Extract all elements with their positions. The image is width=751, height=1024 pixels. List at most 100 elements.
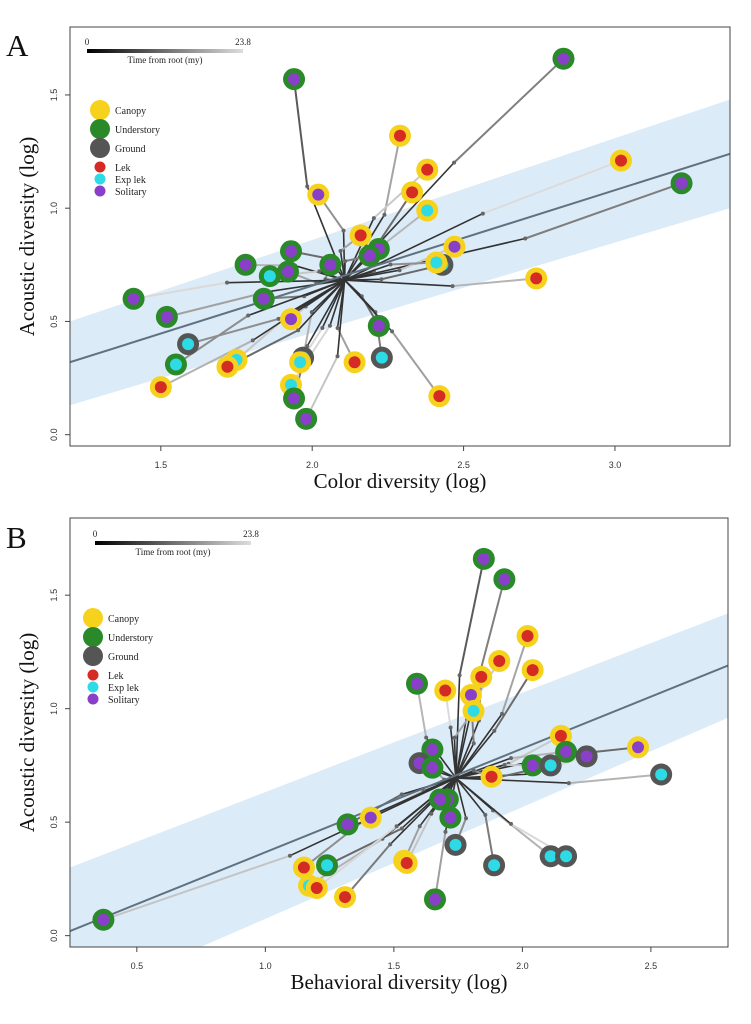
data-point-inner — [257, 292, 270, 305]
legend-marker-mating — [94, 161, 106, 173]
branch — [479, 579, 506, 673]
data-point-inner — [557, 52, 570, 65]
legend-label-stratum: Understory — [108, 633, 153, 644]
branch — [455, 720, 480, 779]
data-point-inner — [263, 270, 276, 283]
node — [287, 853, 292, 858]
data-point-inner — [580, 750, 593, 763]
data-point-inner — [526, 664, 539, 677]
data-point-inner — [182, 338, 195, 351]
branch — [455, 742, 475, 779]
data-point-inner — [530, 272, 543, 285]
branch — [166, 290, 269, 318]
node — [320, 325, 325, 330]
branch — [160, 339, 254, 389]
data-point-inner — [433, 390, 446, 403]
legend-marker-mating — [87, 681, 99, 693]
scale-min-label: 0 — [85, 37, 90, 47]
node — [452, 160, 457, 165]
branch — [326, 827, 403, 867]
time-scale-bar — [87, 49, 243, 53]
y-tick-label: 0.5 — [49, 816, 59, 829]
x-axis-title: Color diversity (log) — [314, 469, 487, 493]
data-point-inner — [363, 249, 376, 262]
data-point-inner — [675, 177, 688, 190]
legend-label-stratum: Understory — [115, 125, 160, 136]
branch — [492, 809, 552, 857]
confidence-band — [70, 613, 728, 947]
legend-label-mating: Exp lek — [108, 683, 139, 694]
node — [471, 741, 476, 746]
node — [483, 812, 488, 817]
legend-label-stratum: Canopy — [108, 614, 139, 625]
scale-max-label: 23.8 — [235, 37, 251, 47]
y-tick-label: 1.0 — [49, 202, 59, 215]
y-tick-label: 0.5 — [49, 315, 59, 328]
legend-marker-stratum — [90, 100, 110, 120]
node — [566, 781, 571, 786]
data-point-inner — [324, 258, 337, 271]
data-point-inner — [544, 850, 557, 863]
branch — [267, 279, 345, 293]
branch — [433, 831, 447, 900]
y-tick-label: 0.0 — [49, 929, 59, 942]
x-tick-label: 2.5 — [645, 961, 658, 971]
branch — [455, 675, 461, 779]
x-tick-label: 2.0 — [516, 961, 529, 971]
regression-line — [70, 152, 730, 364]
branch — [455, 769, 475, 779]
node — [397, 268, 402, 273]
branch — [252, 279, 346, 342]
time-scale-bar — [95, 541, 251, 545]
legend-marker-stratum — [83, 646, 103, 666]
data-point-inner — [434, 793, 447, 806]
y-tick-label: 1.5 — [49, 589, 59, 602]
scale-caption: Time from root (my) — [128, 55, 203, 65]
legend-label-mating: Lek — [108, 671, 124, 682]
data-point-inner — [127, 292, 140, 305]
branch — [344, 263, 391, 281]
data-point-inner — [97, 913, 110, 926]
panel-a: 1.5 2.0 2.5 3.0 0.0 0.5 1.0 1.5 Color diversity … — [6, 26, 731, 493]
branch — [458, 558, 485, 676]
legend-marker-mating — [94, 173, 106, 185]
data-point-inner — [288, 392, 301, 405]
confidence-band — [70, 99, 730, 406]
x-tick-label: 2.0 — [306, 460, 319, 470]
node — [417, 824, 422, 829]
legend-label-stratum: Canopy — [115, 106, 146, 117]
node — [399, 826, 404, 831]
data-point-inner — [444, 811, 457, 824]
node — [394, 824, 399, 829]
node — [399, 792, 404, 797]
data-point-inner — [485, 770, 498, 783]
y-tick-label: 0.0 — [49, 428, 59, 441]
node — [276, 316, 281, 321]
node — [450, 284, 455, 289]
node — [448, 725, 453, 730]
node — [452, 735, 457, 740]
data-point-inner — [421, 204, 434, 217]
branch — [293, 78, 309, 187]
node — [523, 236, 528, 241]
data-point-inner — [554, 729, 567, 742]
x-tick-label: 1.5 — [155, 460, 168, 470]
data-point-inner — [354, 229, 367, 242]
data-point-inner — [339, 891, 352, 904]
scale-caption: Time from root (my) — [136, 547, 211, 557]
data-point-inner — [239, 258, 252, 271]
node — [388, 262, 393, 267]
node — [500, 711, 505, 716]
data-point-inner — [475, 670, 488, 683]
data-point-inner — [285, 245, 298, 258]
data-point-inner — [632, 741, 645, 754]
branch — [344, 279, 453, 287]
panel-letter: B — [6, 520, 27, 555]
node — [480, 211, 485, 216]
data-point-inner — [526, 759, 539, 772]
data-point-inner — [655, 768, 668, 781]
legend-marker-stratum — [90, 119, 110, 139]
node — [341, 228, 346, 233]
